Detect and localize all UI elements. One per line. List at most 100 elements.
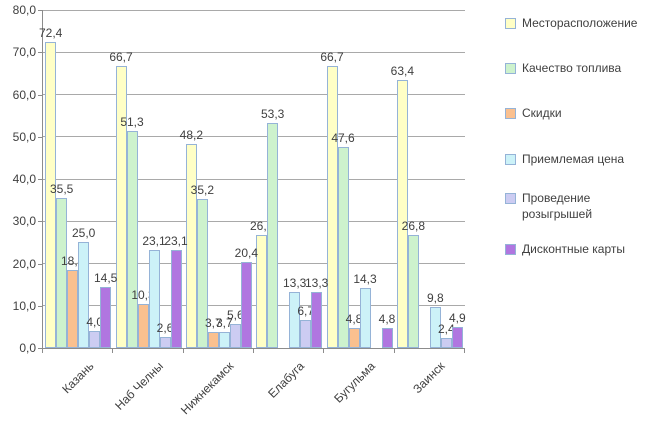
bar xyxy=(267,123,279,348)
data-label: 3,7 xyxy=(215,316,233,330)
x-axis-category-label-text: Наб Челны xyxy=(112,359,167,413)
data-label: 23,1 xyxy=(142,234,166,248)
legend-swatch xyxy=(505,18,516,29)
y-axis-tick-label: 70,0 xyxy=(12,45,36,60)
data-label: 2,6 xyxy=(156,321,174,335)
data-label: 13,3 xyxy=(304,276,329,290)
bar xyxy=(89,331,101,348)
y-axis-tick xyxy=(38,179,42,180)
bar xyxy=(348,328,360,348)
data-label: 25,0 xyxy=(71,226,96,240)
legend-label: Дисконтные карты xyxy=(522,242,625,256)
legend-swatch xyxy=(505,108,516,119)
y-axis-tick-label: 30,0 xyxy=(12,214,36,229)
legend-item: Дисконтные карты xyxy=(505,241,625,257)
legend-swatch xyxy=(505,244,516,255)
data-label: 14,5 xyxy=(93,271,118,285)
x-axis-category-label-text: Нижнекамск xyxy=(178,359,237,418)
gridline xyxy=(43,178,465,180)
bar xyxy=(115,66,127,348)
y-axis-tick xyxy=(38,221,42,223)
bar xyxy=(218,332,230,348)
data-label: 5,6 xyxy=(226,308,244,322)
legend-item: Проведение розыгрышей xyxy=(505,190,640,222)
data-label: 53,3 xyxy=(260,107,285,121)
bar xyxy=(100,287,112,348)
bar xyxy=(56,198,68,348)
legend-item: Месторасположение xyxy=(505,15,637,31)
bar xyxy=(137,304,149,348)
bar xyxy=(45,42,57,348)
bar xyxy=(337,147,349,348)
y-axis-tick xyxy=(38,52,42,54)
data-label: 9,8 xyxy=(426,291,444,305)
bar xyxy=(256,235,268,348)
data-label: 4,8 xyxy=(345,312,363,326)
y-axis-tick-label: 10,0 xyxy=(12,298,36,313)
x-axis-category-label-text: Казань xyxy=(58,359,97,397)
gridline xyxy=(43,305,465,307)
bar xyxy=(148,250,160,348)
y-axis-tick xyxy=(38,263,42,265)
bar xyxy=(207,332,219,348)
legend-item: Скидки xyxy=(505,105,562,121)
legend-swatch xyxy=(505,193,516,204)
bar xyxy=(196,199,208,348)
data-label: 14,3 xyxy=(353,272,377,286)
legend-item: Приемлемая цена xyxy=(505,151,624,167)
plot-area: 72,4 66,7 48,2 26,7 66,7 63,4 35,5 51,3 35,2 53,3… xyxy=(39,9,466,349)
x-axis-category-label-text: Заинск xyxy=(410,359,448,397)
data-label: 66,7 xyxy=(320,50,344,64)
legend-swatch xyxy=(505,63,516,74)
data-label: 3,7 xyxy=(204,316,222,330)
bar xyxy=(159,337,171,348)
gridline xyxy=(43,136,465,138)
x-axis-category-label-text: Елабуга xyxy=(265,359,308,401)
x-axis-tick xyxy=(182,349,184,353)
legend-label: Приемлемая цена xyxy=(522,152,625,166)
gridline xyxy=(43,94,465,95)
bar xyxy=(381,328,393,348)
gridline xyxy=(43,263,465,264)
bar xyxy=(67,270,79,348)
data-label: 72,4 xyxy=(38,26,63,40)
y-axis-tick-label: 60,0 xyxy=(12,87,36,102)
legend-label: Скидки xyxy=(522,106,562,120)
bar xyxy=(429,307,441,348)
x-axis-tick xyxy=(323,349,325,353)
bar xyxy=(407,235,419,348)
legend-item: Качество топлива xyxy=(505,60,621,76)
bar xyxy=(451,327,463,348)
bar xyxy=(126,131,138,348)
bar xyxy=(326,66,338,348)
data-label: 20,4 xyxy=(234,246,258,260)
data-label: 35,2 xyxy=(190,183,214,197)
y-axis-tick xyxy=(38,10,42,11)
y-axis-tick-label: 0,0 xyxy=(19,341,36,355)
legend: Месторасположение Качество топлива Скидки П… xyxy=(505,0,646,423)
gridline xyxy=(43,220,465,222)
data-label: 4,9 xyxy=(448,311,466,325)
data-label: 4,0 xyxy=(86,315,103,329)
bar xyxy=(440,338,452,348)
bar xyxy=(240,262,252,348)
data-label: 23,1 xyxy=(164,234,188,248)
bar xyxy=(396,80,408,348)
x-axis-tick xyxy=(464,349,465,353)
y-axis-tick-label: 50,0 xyxy=(12,129,36,144)
bar xyxy=(359,288,371,348)
data-label: 35,5 xyxy=(49,182,74,196)
y-axis-tick-label: 20,0 xyxy=(12,256,36,271)
data-label: 4,8 xyxy=(378,312,396,326)
bar xyxy=(78,242,90,348)
bar xyxy=(311,292,323,348)
data-label: 66,7 xyxy=(109,50,133,64)
x-axis-tick xyxy=(253,349,254,353)
x-axis-tick xyxy=(42,349,43,353)
y-axis-tick-label: 40,0 xyxy=(12,172,36,186)
data-label: 48,2 xyxy=(179,128,203,142)
x-axis-tick xyxy=(393,349,395,353)
bar xyxy=(185,144,197,348)
legend-label: Качество топлива xyxy=(522,61,622,75)
